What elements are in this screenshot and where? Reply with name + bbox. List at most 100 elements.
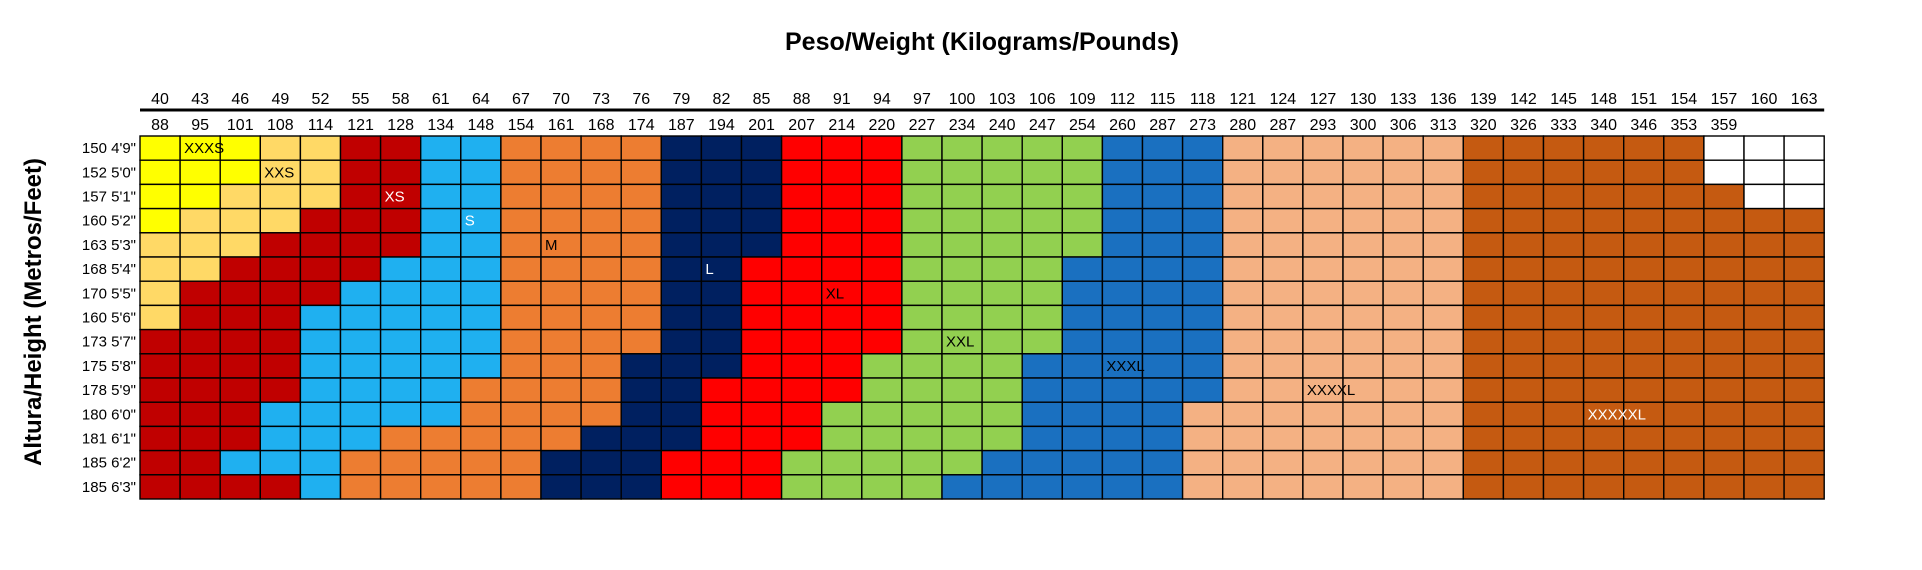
heatmap-cell xyxy=(981,207,1023,234)
heatmap-cell xyxy=(740,353,783,379)
heatmap-cell xyxy=(901,207,943,234)
heatmap-cell xyxy=(339,135,382,161)
heatmap-cell xyxy=(379,232,422,258)
heatmap-cell xyxy=(299,474,342,500)
heatmap-cell xyxy=(420,449,462,476)
heatmap-cell xyxy=(620,207,663,234)
heatmap-cell xyxy=(1021,256,1064,282)
size-label: XXXS xyxy=(184,140,224,157)
heatmap-cell xyxy=(660,256,703,282)
heatmap-cell xyxy=(500,183,542,210)
heatmap-cell xyxy=(339,353,382,379)
heatmap-cell xyxy=(1663,449,1705,476)
heatmap-cell xyxy=(1181,207,1224,234)
x-tick-lb: 95 xyxy=(191,117,209,134)
heatmap-cell xyxy=(1783,183,1825,210)
heatmap-cell xyxy=(1262,280,1304,307)
heatmap-cell xyxy=(1221,425,1264,452)
heatmap-cell xyxy=(460,159,502,186)
heatmap-cell xyxy=(1663,328,1705,355)
heatmap-cell xyxy=(821,159,863,186)
heatmap-cell xyxy=(700,377,743,403)
heatmap-cell xyxy=(780,159,823,186)
heatmap-cell xyxy=(580,425,622,452)
heatmap-cell xyxy=(1622,449,1665,476)
heatmap-cell xyxy=(299,183,342,210)
heatmap-cell xyxy=(941,401,983,428)
size-label: XS xyxy=(385,189,405,206)
heatmap-cell xyxy=(1542,425,1585,452)
size-label: XXXXL xyxy=(1307,382,1355,399)
heatmap-cell xyxy=(1101,183,1144,210)
y-tick: 175 5'8" xyxy=(82,358,136,375)
y-tick: 170 5'5" xyxy=(82,285,136,302)
heatmap-cell xyxy=(1743,207,1785,234)
heatmap-cell xyxy=(1783,232,1825,258)
heatmap-cell xyxy=(139,304,181,331)
heatmap-cell xyxy=(1101,401,1144,428)
x-tick-lb: 174 xyxy=(628,117,655,134)
heatmap-cell xyxy=(660,304,703,331)
heatmap-cell xyxy=(1101,256,1144,282)
heatmap-cell xyxy=(500,377,542,403)
heatmap-cell xyxy=(1502,304,1545,331)
heatmap-cell xyxy=(740,304,783,331)
heatmap-cell xyxy=(1021,159,1064,186)
heatmap-cell xyxy=(1262,353,1304,379)
heatmap-cell xyxy=(620,425,663,452)
heatmap-cell xyxy=(941,425,983,452)
heatmap-cell xyxy=(1542,401,1585,428)
heatmap-cell xyxy=(1262,449,1304,476)
heatmap-cell xyxy=(179,232,221,258)
heatmap-cell xyxy=(1422,135,1464,161)
heatmap-cell xyxy=(1502,232,1545,258)
heatmap-cell xyxy=(179,401,221,428)
heatmap-cell xyxy=(139,232,181,258)
heatmap-cell xyxy=(259,135,302,161)
heatmap-cell xyxy=(660,183,703,210)
heatmap-cell xyxy=(660,353,703,379)
heatmap-cell xyxy=(1302,232,1344,258)
heatmap-cell xyxy=(580,159,622,186)
y-tick: 168 5'4" xyxy=(82,261,136,278)
heatmap-cell xyxy=(1342,256,1384,282)
heatmap-cell xyxy=(1302,377,1344,403)
heatmap-cell xyxy=(540,183,582,210)
heatmap-cell xyxy=(1663,474,1705,500)
x-tick-kg: 103 xyxy=(989,91,1016,108)
x-tick-kg: 79 xyxy=(672,91,690,108)
heatmap-cell xyxy=(901,232,943,258)
x-tick-kg: 124 xyxy=(1269,91,1296,108)
x-tick-lb: 101 xyxy=(227,117,254,134)
heatmap-cell xyxy=(219,328,261,355)
heatmap-cell xyxy=(821,207,863,234)
heatmap-cell xyxy=(1502,280,1545,307)
heatmap-cell xyxy=(620,159,663,186)
x-tick-kg: 73 xyxy=(592,91,610,108)
heatmap-cell xyxy=(1422,304,1464,331)
heatmap-cell xyxy=(460,304,502,331)
heatmap-cell xyxy=(1262,256,1304,282)
heatmap-cell xyxy=(740,328,783,355)
heatmap-cell xyxy=(1021,449,1064,476)
heatmap-cell xyxy=(1462,183,1505,210)
heatmap-cell xyxy=(259,425,302,452)
heatmap-cell xyxy=(1783,377,1825,403)
heatmap-cell xyxy=(660,449,703,476)
heatmap-cell xyxy=(620,474,663,500)
heatmap-cell xyxy=(139,183,181,210)
heatmap-cell xyxy=(1743,328,1785,355)
heatmap-cell xyxy=(339,207,382,234)
x-tick-kg: 136 xyxy=(1430,91,1457,108)
heatmap-cell xyxy=(1582,280,1625,307)
heatmap-cell xyxy=(1663,280,1705,307)
heatmap-cell xyxy=(780,425,823,452)
heatmap-cell xyxy=(1342,353,1384,379)
heatmap-cell xyxy=(259,377,302,403)
x-tick-kg: 133 xyxy=(1390,91,1417,108)
heatmap-cell xyxy=(460,474,502,500)
heatmap-cell xyxy=(379,256,422,282)
heatmap-cell xyxy=(339,159,382,186)
heatmap-cell xyxy=(861,474,903,500)
heatmap-cell xyxy=(1622,328,1665,355)
